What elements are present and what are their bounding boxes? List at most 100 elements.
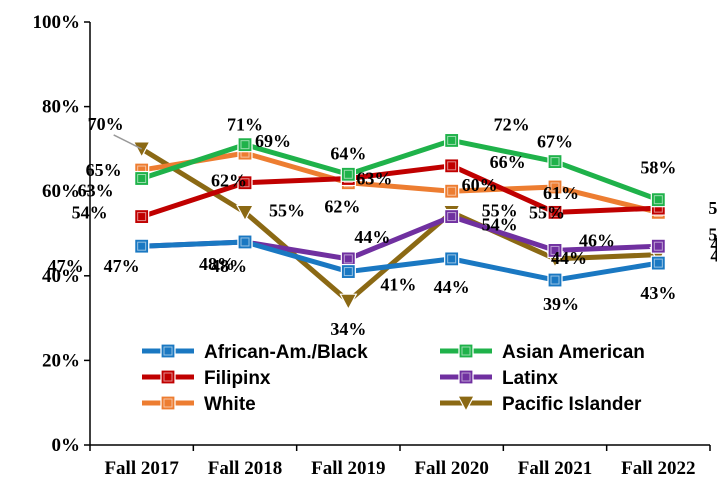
data-point: [340, 166, 356, 182]
y-tick-label: 80%: [42, 97, 80, 118]
data-label: 48%: [199, 254, 235, 274]
data-label: 45%: [710, 246, 717, 266]
data-point-inner: [137, 174, 147, 184]
data-point-inner: [653, 241, 663, 251]
chart-axes: 0% 20% 40% 60% 80% 100% Fall 2017 Fall 2018 Fall…: [33, 12, 711, 479]
legend-item: Asian American: [440, 342, 645, 363]
data-point-inner: [163, 346, 173, 356]
data-point: [650, 238, 666, 254]
legend-item: White: [142, 394, 256, 415]
data-point: [339, 293, 358, 311]
data-point-inner: [447, 135, 457, 145]
data-label: 44%: [354, 227, 390, 247]
legend-item: Filipinx: [142, 368, 271, 389]
data-point-inner: [447, 186, 457, 196]
data-labels: 47% 48%41% 44%39%43%63%71%64%72%67%58%54%6…: [48, 114, 717, 339]
series-line: [139, 150, 661, 215]
legend-label: Filipinx: [204, 368, 271, 389]
legend-label: White: [204, 394, 256, 415]
data-label: 54%: [482, 215, 518, 235]
data-point: [547, 272, 563, 288]
x-tick-label: Fall 2018: [208, 458, 282, 479]
y-tick-label: 100%: [33, 12, 81, 33]
data-label: 62%: [211, 171, 247, 191]
data-label: 70%: [88, 114, 124, 134]
data-label: 47%: [48, 256, 84, 276]
data-label: 61%: [543, 183, 579, 203]
data-point: [134, 208, 150, 225]
data-label: 56%: [708, 198, 717, 218]
data-point: [237, 234, 253, 250]
data-label: 66%: [490, 152, 526, 172]
data-point: [160, 369, 176, 385]
x-tick-label: Fall 2022: [621, 458, 695, 479]
data-point: [650, 192, 666, 208]
data-label: 71%: [227, 115, 263, 135]
data-point: [132, 141, 151, 159]
data-point: [547, 153, 563, 170]
data-label: 44%: [434, 277, 470, 297]
y-tick-label: 60%: [42, 181, 80, 202]
data-point: [458, 369, 474, 385]
legend-label: Pacific Islander: [502, 394, 642, 415]
legend: African-Am./Black Asian American Filipinx L…: [142, 342, 645, 415]
y-tick-label: 0%: [52, 435, 81, 456]
data-label: 60%: [462, 175, 498, 195]
data-point-inner: [550, 157, 560, 167]
data-point-inner: [550, 275, 560, 285]
series-line: [139, 137, 661, 203]
data-label: 63%: [78, 181, 114, 201]
data-point: [650, 255, 666, 271]
data-point: [457, 395, 475, 413]
legend-label: Asian American: [502, 342, 645, 363]
data-point-inner: [240, 178, 250, 188]
data-label: 47%: [104, 256, 140, 276]
data-point: [340, 263, 356, 280]
data-point: [134, 238, 150, 254]
data-label: 43%: [640, 283, 676, 303]
data-point-inner: [447, 254, 457, 264]
legend-label: African-Am./Black: [204, 342, 368, 363]
data-point-inner: [447, 161, 457, 171]
data-point: [444, 158, 460, 174]
data-label: 48%: [211, 256, 247, 276]
data-label: 41%: [380, 275, 416, 295]
series-line: [139, 163, 661, 220]
data-point: [237, 137, 253, 153]
legend-item: Latinx: [440, 368, 558, 389]
data-label: 39%: [543, 294, 579, 314]
legend-item: African-Am./Black: [142, 342, 368, 363]
data-point-inner: [240, 237, 250, 247]
data-label: 44%: [551, 248, 587, 268]
x-tick-label: Fall 2021: [518, 458, 592, 479]
data-point: [160, 395, 176, 411]
data-label: 58%: [640, 158, 676, 178]
data-point-inner: [137, 212, 147, 222]
data-point: [458, 343, 474, 359]
data-label: 69%: [255, 131, 291, 151]
data-point-inner: [240, 140, 250, 150]
data-point: [444, 132, 460, 149]
data-label: 55%: [529, 202, 565, 222]
data-point-inner: [343, 169, 353, 179]
data-label: 46%: [579, 230, 615, 250]
data-point: [134, 170, 150, 187]
data-label: 55%: [482, 200, 518, 220]
data-label: 55%: [269, 200, 305, 220]
data-point: [340, 251, 356, 267]
data-label: 62%: [324, 197, 360, 217]
x-tick-label: Fall 2020: [414, 458, 488, 479]
data-point-inner: [137, 241, 147, 251]
data-point-inner: [163, 398, 173, 408]
series-line: [139, 146, 661, 304]
series-line: [139, 239, 661, 283]
x-tick-label: Fall 2017: [104, 458, 179, 479]
data-point: [444, 208, 460, 225]
data-label: 65%: [86, 160, 122, 180]
data-point-inner: [550, 207, 560, 217]
data-point-inner: [461, 346, 471, 356]
data-point: [160, 343, 176, 359]
data-label: 64%: [330, 143, 366, 163]
data-label: 55%: [708, 224, 717, 244]
